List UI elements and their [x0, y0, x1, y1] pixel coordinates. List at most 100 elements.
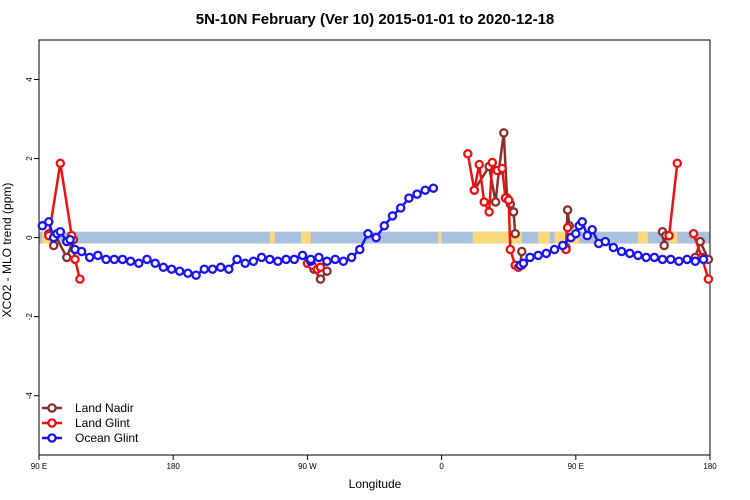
- land-band-segment: [637, 231, 648, 244]
- data-point-ocean-glint: [338, 256, 349, 267]
- data-point-ocean-glint: [207, 264, 218, 274]
- plot-frame: [38, 39, 711, 456]
- data-point-ocean-glint: [420, 185, 430, 195]
- data-point-ocean-glint: [625, 248, 635, 259]
- data-point-land-nadir: [499, 128, 509, 138]
- legend-label-land-glint: Land Glint: [75, 416, 130, 430]
- x-tick-label: 180: [167, 462, 181, 471]
- x-tick-label: 90 E: [31, 462, 47, 471]
- data-point-land-glint: [484, 207, 494, 217]
- data-point-ocean-glint: [525, 252, 535, 263]
- data-point-ocean-glint: [101, 254, 111, 265]
- data-point-land-nadir: [315, 274, 326, 284]
- data-point-ocean-glint: [232, 254, 242, 265]
- data-point-ocean-glint: [428, 183, 439, 193]
- data-point-ocean-glint: [690, 256, 701, 267]
- y-tick-label: 0: [25, 235, 34, 240]
- data-point-ocean-glint: [541, 248, 552, 259]
- data-point-ocean-glint: [387, 211, 398, 221]
- land-band-segment: [269, 231, 275, 244]
- data-point-land-nadir: [659, 240, 669, 251]
- data-point-ocean-glint: [616, 246, 627, 257]
- data-point-ocean-glint: [533, 250, 543, 261]
- land-band-segment: [300, 231, 311, 244]
- x-tick-label: 90 W: [298, 462, 317, 471]
- data-point-ocean-glint: [305, 254, 316, 265]
- series-line-ocean-glint: [310, 186, 434, 263]
- data-point-land-glint: [497, 163, 507, 174]
- data-point-land-glint: [75, 274, 85, 284]
- data-point-ocean-glint: [183, 268, 193, 278]
- data-point-ocean-glint: [518, 258, 529, 269]
- data-point-ocean-glint: [355, 244, 365, 255]
- data-point-land-glint: [70, 254, 80, 265]
- land-band-segment: [438, 231, 442, 244]
- data-point-land-glint: [688, 228, 699, 239]
- data-point-ocean-glint: [265, 254, 275, 265]
- data-point-ocean-glint: [641, 252, 651, 263]
- x-tick-label: 180: [703, 462, 717, 471]
- data-point-ocean-glint: [363, 228, 373, 239]
- y-tick-label: 2: [25, 156, 34, 161]
- data-point-ocean-glint: [281, 254, 291, 265]
- x-axis-label: Longitude: [349, 477, 402, 491]
- data-point-land-nadir: [508, 207, 519, 217]
- land-band-segment: [538, 231, 550, 244]
- data-point-ocean-glint: [117, 254, 128, 265]
- data-point-ocean-glint: [371, 232, 381, 243]
- data-point-ocean-glint: [549, 244, 560, 255]
- data-point-ocean-glint: [657, 254, 668, 265]
- data-point-ocean-glint: [199, 264, 210, 274]
- data-point-land-nadir: [322, 266, 332, 276]
- y-tick-label: 4: [25, 77, 34, 82]
- data-point-ocean-glint: [665, 254, 676, 265]
- data-point-ocean-glint: [174, 266, 185, 276]
- data-point-ocean-glint: [412, 189, 422, 199]
- data-point-ocean-glint: [37, 221, 48, 231]
- chart-title: 5N-10N February (Ver 10) 2015-01-01 to 2…: [196, 11, 555, 28]
- data-point-ocean-glint: [289, 254, 300, 265]
- data-point-ocean-glint: [571, 228, 581, 239]
- data-point-ocean-glint: [395, 203, 406, 213]
- data-point-ocean-glint: [297, 250, 308, 261]
- data-point-land-glint: [315, 262, 326, 273]
- data-point-land-nadir: [48, 240, 59, 251]
- y-tick-label: -2: [25, 313, 34, 321]
- data-point-ocean-glint: [44, 217, 54, 227]
- data-point-ocean-glint: [273, 256, 283, 267]
- data-point-land-nadir: [62, 252, 72, 263]
- data-point-ocean-glint: [322, 256, 332, 267]
- data-point-ocean-glint: [330, 254, 340, 265]
- x-tick-label: 90 E: [568, 462, 584, 471]
- data-point-land-nadir: [517, 246, 527, 257]
- data-point-land-nadir: [490, 197, 501, 207]
- data-point-ocean-glint: [150, 258, 160, 269]
- data-point-land-nadir: [562, 205, 573, 215]
- legend-label-land-nadir: Land Nadir: [75, 401, 134, 415]
- data-point-ocean-glint: [557, 240, 568, 251]
- data-point-ocean-glint: [109, 254, 120, 265]
- data-point-ocean-glint: [346, 252, 357, 263]
- legend-marker-land-glint: [47, 418, 57, 428]
- data-point-ocean-glint: [649, 252, 660, 263]
- data-point-ocean-glint: [55, 226, 66, 237]
- data-point-ocean-glint: [577, 217, 588, 227]
- data-point-ocean-glint: [134, 258, 144, 269]
- data-point-ocean-glint: [633, 250, 643, 261]
- data-point-ocean-glint: [256, 252, 267, 263]
- data-point-land-nadir: [510, 228, 520, 239]
- data-point-land-glint: [562, 222, 573, 233]
- data-point-land-glint: [672, 158, 683, 169]
- data-point-land-glint: [664, 230, 674, 241]
- data-point-ocean-glint: [215, 262, 226, 273]
- data-point-land-glint: [487, 157, 498, 168]
- plot-area: -4 -2 0 2 4 90 E 180 90 W 0 90 E 180: [25, 39, 717, 471]
- legend-marker-ocean-glint: [47, 433, 57, 443]
- data-point-land-glint: [55, 158, 66, 169]
- data-point-ocean-glint: [314, 252, 324, 263]
- data-point-ocean-glint: [84, 252, 95, 263]
- data-point-ocean-glint: [76, 246, 87, 257]
- data-point-ocean-glint: [166, 264, 177, 274]
- land-band-segment: [472, 231, 522, 244]
